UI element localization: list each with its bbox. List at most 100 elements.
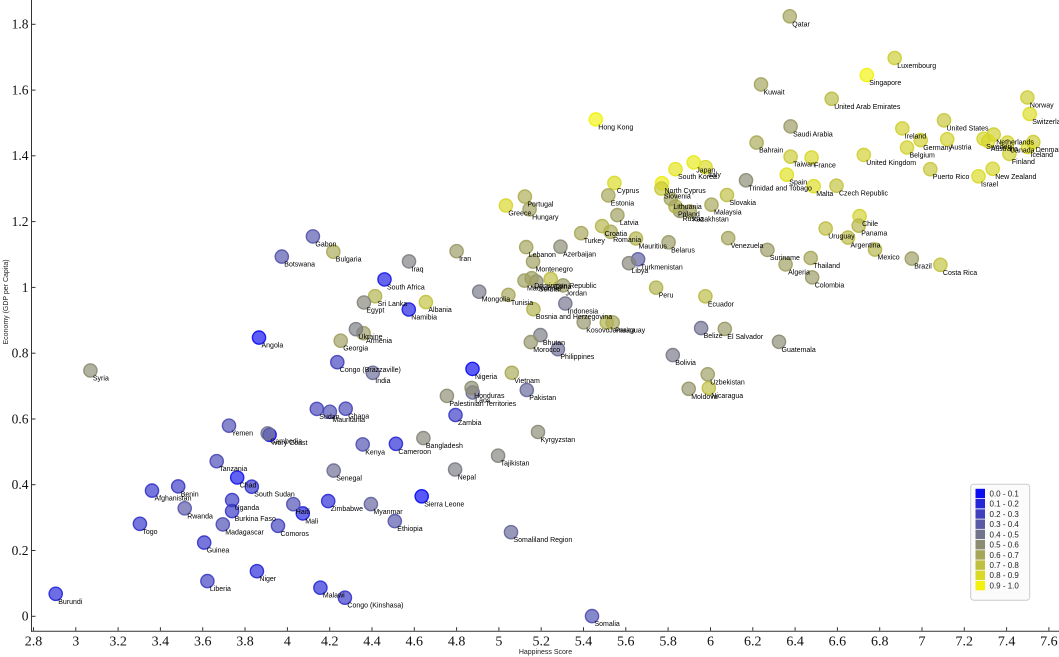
svg-text:5.2: 5.2 [532,635,550,650]
svg-text:3: 3 [72,635,79,650]
svg-text:Chile: Chile [862,221,878,228]
svg-text:Estonia: Estonia [611,200,634,207]
svg-text:7.6: 7.6 [1040,635,1058,650]
svg-text:Cyprus: Cyprus [617,188,640,195]
svg-text:Japan: Japan [696,167,715,174]
svg-text:Czech Republic: Czech Republic [839,191,889,198]
svg-text:6: 6 [707,635,714,650]
svg-text:Tanzania: Tanzania [219,466,247,473]
svg-text:0.0 - 0.1: 0.0 - 0.1 [990,489,1020,498]
svg-text:North Cyprus: North Cyprus [665,188,707,195]
svg-text:Suriname: Suriname [770,255,800,262]
svg-text:Hong Kong: Hong Kong [598,124,633,131]
svg-text:5.6: 5.6 [617,635,635,650]
svg-text:Iran: Iran [459,256,471,263]
svg-text:Liberia: Liberia [210,586,231,593]
svg-text:Thailand: Thailand [813,263,840,270]
svg-text:0.7 - 0.8: 0.7 - 0.8 [990,561,1020,570]
svg-text:Comoros: Comoros [281,531,310,538]
svg-text:Netherlands: Netherlands [996,140,1034,147]
svg-text:Sierra Leone: Sierra Leone [424,501,464,508]
svg-text:Burkina Faso: Burkina Faso [235,516,276,523]
svg-text:United Arab Emirates: United Arab Emirates [834,104,901,111]
svg-text:Jordan: Jordan [566,290,588,297]
svg-text:Guatemala: Guatemala [782,347,816,354]
svg-text:7.2: 7.2 [956,635,974,650]
svg-text:Romania: Romania [613,237,641,244]
svg-text:Morocco: Morocco [533,347,560,354]
svg-text:Israel: Israel [981,181,999,188]
svg-text:Ireland: Ireland [905,133,927,140]
svg-text:Hungary: Hungary [532,214,559,221]
svg-text:Ghana: Ghana [348,414,369,421]
svg-text:Zimbabwe: Zimbabwe [331,506,363,513]
svg-text:Nepal: Nepal [458,475,477,482]
svg-text:Togo: Togo [142,529,157,536]
svg-text:1.6: 1.6 [12,83,29,98]
svg-text:Mongolia: Mongolia [482,297,511,304]
svg-text:Serbia: Serbia [539,287,559,294]
svg-text:0.4 - 0.5: 0.4 - 0.5 [990,530,1020,539]
svg-text:Norway: Norway [1030,103,1054,110]
svg-text:1: 1 [22,280,29,295]
svg-text:7.4: 7.4 [998,635,1016,650]
svg-text:Kyrgyzstan: Kyrgyzstan [541,437,576,444]
svg-text:0.2 - 0.3: 0.2 - 0.3 [990,510,1020,519]
svg-text:3.8: 3.8 [236,635,254,650]
svg-text:0: 0 [22,609,29,624]
svg-text:Iraq: Iraq [412,266,424,273]
svg-text:Denmark: Denmark [1036,147,1059,154]
svg-text:Macedonia: Macedonia [527,286,561,293]
svg-text:Ecuador: Ecuador [708,301,735,308]
svg-text:Brazil: Brazil [914,264,932,271]
svg-text:Libya: Libya [632,268,649,275]
svg-text:Malta: Malta [816,191,833,198]
svg-text:Luxembourg: Luxembourg [897,63,936,70]
svg-text:Finland: Finland [1012,159,1035,166]
svg-text:Azerbaijan: Azerbaijan [563,252,596,259]
svg-text:Senegal: Senegal [336,476,362,483]
svg-text:0.5 - 0.6: 0.5 - 0.6 [990,541,1020,550]
svg-text:Syria: Syria [93,376,109,383]
svg-text:1.4: 1.4 [12,148,29,163]
svg-text:Qatar: Qatar [792,21,810,28]
svg-text:5: 5 [495,635,502,650]
svg-text:Venezuela: Venezuela [731,243,764,250]
svg-text:Lithuania: Lithuania [673,204,702,211]
svg-text:South Korea: South Korea [678,174,717,181]
svg-text:Angola: Angola [262,343,284,350]
svg-text:0.6 - 0.7: 0.6 - 0.7 [990,551,1020,560]
svg-text:Italy: Italy [708,172,721,179]
svg-text:Kosovo: Kosovo [586,327,609,334]
svg-text:Montenegro: Montenegro [536,267,573,274]
svg-text:7: 7 [919,635,926,650]
svg-text:Gabon: Gabon [315,241,336,248]
svg-text:Argentina: Argentina [851,243,881,250]
svg-text:Greece: Greece [508,211,531,218]
svg-text:Kazakhstan: Kazakhstan [692,216,729,223]
svg-text:Belarus: Belarus [671,247,695,254]
svg-text:Pakistan: Pakistan [529,395,556,402]
svg-text:Niger: Niger [259,576,276,583]
svg-text:Ukraine: Ukraine [358,334,382,341]
svg-text:New Zealand: New Zealand [995,174,1036,181]
svg-text:Malawi: Malawi [323,593,345,600]
svg-text:4.4: 4.4 [363,635,381,650]
svg-text:2.8: 2.8 [25,635,43,650]
svg-text:Afghanistan: Afghanistan [155,496,192,503]
svg-text:6.6: 6.6 [829,635,847,650]
svg-text:0.1 - 0.2: 0.1 - 0.2 [990,500,1020,509]
svg-text:Cambodia: Cambodia [270,438,302,445]
svg-text:Paraguay: Paraguay [615,327,645,334]
svg-text:Georgia: Georgia [343,346,368,353]
svg-text:6.8: 6.8 [871,635,889,650]
svg-text:Jamaica: Jamaica [609,328,635,335]
svg-text:Mexico: Mexico [878,255,900,262]
svg-text:3.6: 3.6 [194,635,212,650]
svg-text:Canada: Canada [1010,148,1035,155]
svg-text:China: China [553,284,571,291]
svg-text:Turkmenistan: Turkmenistan [641,264,683,271]
svg-text:Indonesia: Indonesia [568,309,598,316]
svg-text:Croatia: Croatia [605,231,628,238]
svg-text:Namibia: Namibia [411,315,437,322]
